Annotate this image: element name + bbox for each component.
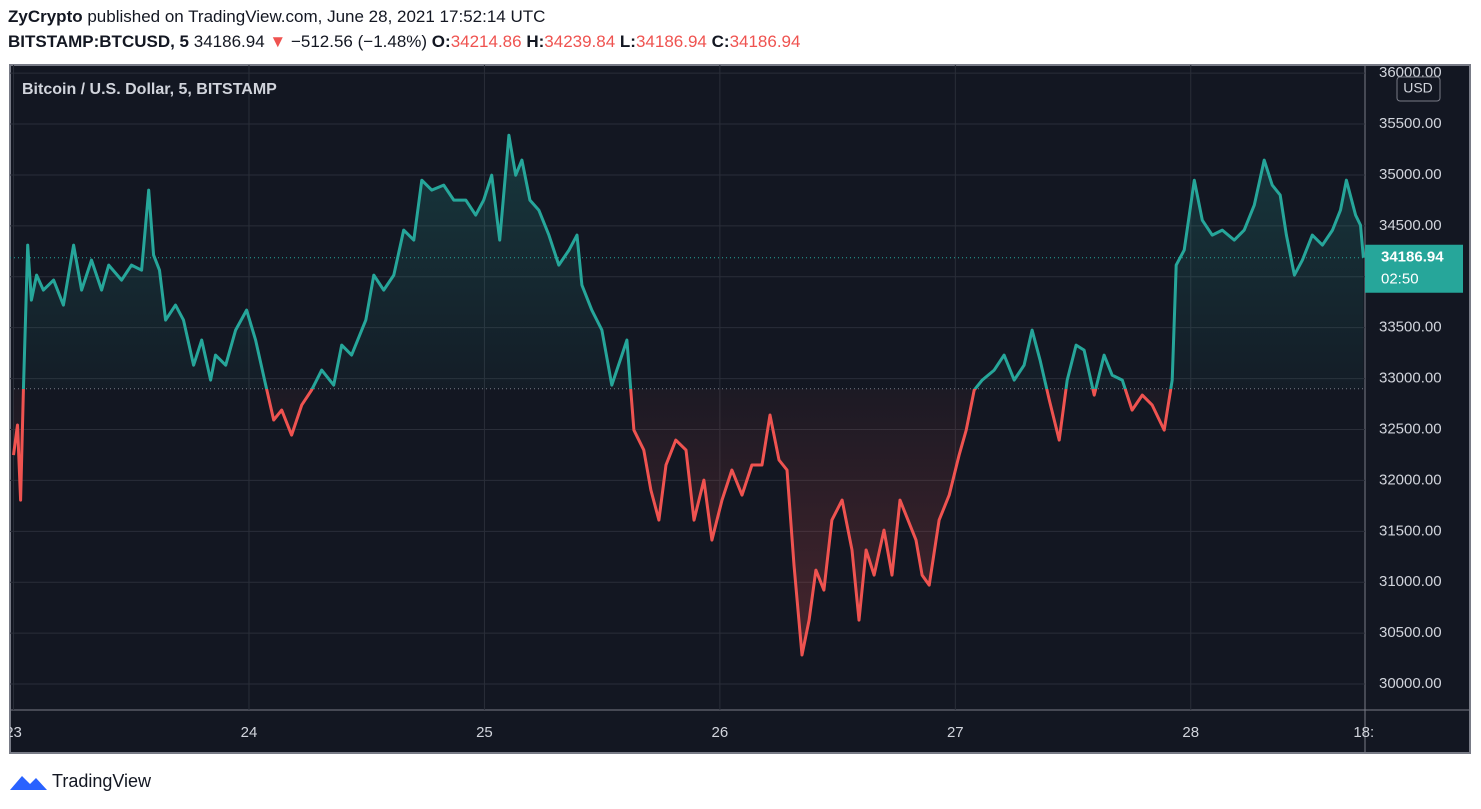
o-label: O: [432, 32, 451, 51]
x-tick-label: 27 [947, 724, 964, 741]
o: 34214.86 [451, 32, 522, 51]
currency-box[interactable] [1396, 76, 1441, 102]
y-tick-label: 30500.00 [1379, 624, 1442, 641]
h-label: H: [526, 32, 544, 51]
price-label-value: 34186.94 [1381, 249, 1444, 266]
currency: USD [1403, 80, 1433, 96]
last: 34186.94 [194, 32, 265, 51]
price-label: 34186.94 02:50 [1365, 244, 1463, 293]
quote-line: BITSTAMP:BTCUSD, 5 34186.94 ▼ −512.56 (−… [8, 32, 800, 51]
y-tick-label: 34500.00 [1379, 217, 1442, 234]
price-line [12, 133, 1365, 657]
arrow: ▼ [269, 32, 286, 51]
x-tick-label: 18: [1353, 724, 1374, 741]
c-label: C: [712, 32, 730, 51]
change: −512.56 (−1.48%) [291, 32, 427, 51]
y-tick-label: 32500.00 [1379, 420, 1442, 437]
y-tick-label: 33500.00 [1379, 319, 1442, 336]
l-label: L: [620, 32, 636, 51]
x-tick-label: 24 [241, 724, 258, 741]
legend: Bitcoin / U.S. Dollar, 5, BITSTAMP [22, 81, 277, 98]
y-tick-label: 33000.00 [1379, 370, 1442, 387]
plot [10, 133, 1365, 657]
brand: TradingView [52, 771, 152, 791]
y-tick-label: 30000.00 [1379, 675, 1442, 692]
footer-logo: TradingView [10, 771, 152, 791]
author: ZyCrypto [8, 7, 83, 26]
x-tick-label: 23 [5, 724, 22, 741]
countdown: 02:50 [1381, 271, 1419, 288]
x-tick-label: 26 [712, 724, 729, 741]
y-tick-label: 35500.00 [1379, 115, 1442, 132]
baseline-fill [13, 135, 1364, 655]
x-tick-label: 25 [476, 724, 493, 741]
y-tick-label: 32000.00 [1379, 471, 1442, 488]
published: published on TradingView.com, June 28, 2… [83, 7, 546, 26]
l: 34186.94 [636, 32, 707, 51]
c: 34186.94 [730, 32, 801, 51]
y-tick-label: 35000.00 [1379, 166, 1442, 183]
y-tick-label: 31000.00 [1379, 573, 1442, 590]
price-label-box [1365, 244, 1463, 293]
x-tick-label: 28 [1182, 724, 1199, 741]
h: 34239.84 [544, 32, 615, 51]
logo-icon [10, 776, 47, 790]
publish-line: ZyCrypto published on TradingView.com, J… [8, 7, 545, 26]
y-tick-label: 31500.00 [1379, 522, 1442, 539]
symbol: BITSTAMP:BTCUSD, 5 [8, 32, 189, 51]
